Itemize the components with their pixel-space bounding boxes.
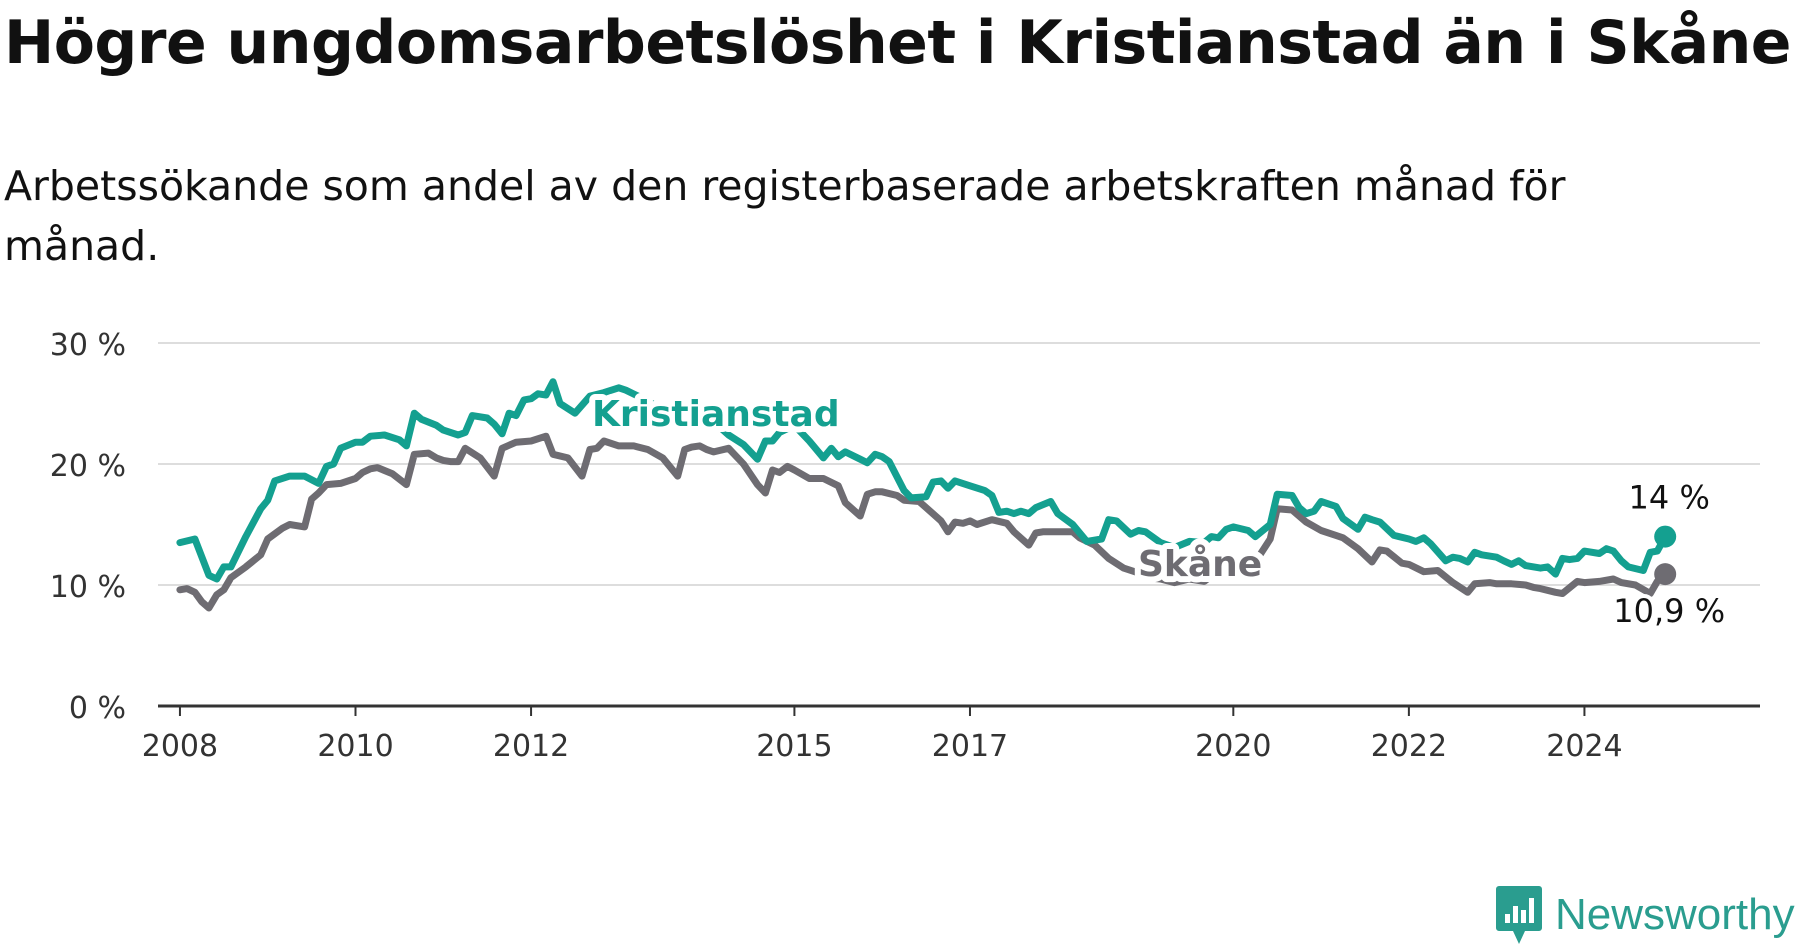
newsworthy-logo-icon — [1496, 886, 1542, 944]
end-point-kristianstad — [1654, 525, 1677, 548]
x-tick-label: 2017 — [932, 729, 1008, 764]
end-point-skane — [1654, 563, 1677, 586]
x-tick-label: 2024 — [1546, 729, 1622, 764]
x-tick-label: 2010 — [317, 729, 393, 764]
series-line-skane — [176, 432, 1669, 612]
series-line-kristianstad — [176, 378, 1669, 583]
newsworthy-logo[interactable]: Newsworthy — [1495, 884, 1795, 946]
y-tick-label: 10 % — [50, 570, 126, 605]
y-tick-label: 20 % — [50, 449, 126, 484]
x-tick-label: 2022 — [1371, 729, 1447, 764]
x-tick-label: 2012 — [493, 729, 569, 764]
label-layer: Kristianstad Skåne 14 % 10,9 % — [586, 388, 1729, 634]
chart-subtitle: Arbetssökande som andel av den registerb… — [4, 162, 1566, 270]
newsworthy-logo-text: Newsworthy — [1555, 890, 1795, 939]
grid-layer — [158, 342, 1760, 586]
y-tick-label: 0 % — [69, 691, 126, 726]
end-label-skane: 10,9 % — [1613, 592, 1725, 630]
y-tick-label: 30 % — [50, 328, 126, 363]
series-label-kristianstad: Kristianstad — [592, 394, 840, 435]
x-axis: 2008 2010 2012 2015 2017 2020 2022 2024 — [142, 704, 1760, 764]
chart-title: Högre ungdomsarbetslöshet i Kristianstad… — [4, 8, 1791, 78]
series-layer — [176, 378, 1677, 612]
x-tick-label: 2015 — [756, 729, 832, 764]
x-tick-label: 2020 — [1195, 729, 1271, 764]
x-tick-label: 2008 — [142, 729, 218, 764]
series-label-skane: Skåne — [1138, 544, 1262, 585]
end-label-kristianstad: 14 % — [1629, 479, 1710, 517]
y-axis: 0 % 10 % 20 % 30 % — [50, 328, 126, 726]
